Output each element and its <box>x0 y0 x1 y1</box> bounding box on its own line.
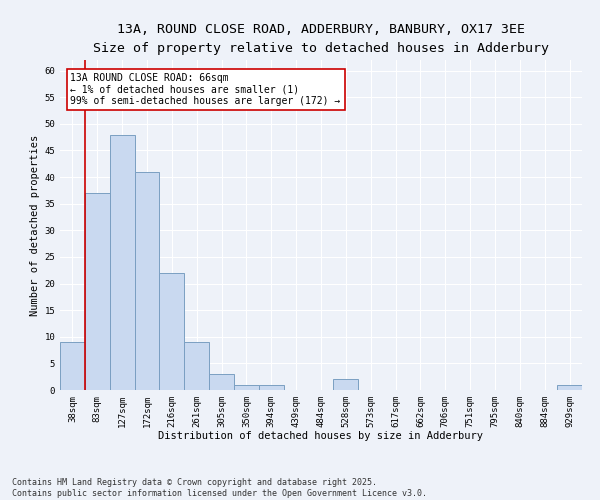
Bar <box>134 172 160 390</box>
Y-axis label: Number of detached properties: Number of detached properties <box>30 134 40 316</box>
Bar <box>209 374 234 390</box>
Bar <box>334 380 358 390</box>
Bar <box>160 273 184 390</box>
X-axis label: Distribution of detached houses by size in Adderbury: Distribution of detached houses by size … <box>158 432 484 442</box>
Bar <box>60 342 85 390</box>
Title: 13A, ROUND CLOSE ROAD, ADDERBURY, BANBURY, OX17 3EE
Size of property relative to: 13A, ROUND CLOSE ROAD, ADDERBURY, BANBUR… <box>93 22 549 54</box>
Bar <box>184 342 209 390</box>
Text: 13A ROUND CLOSE ROAD: 66sqm
← 1% of detached houses are smaller (1)
99% of semi-: 13A ROUND CLOSE ROAD: 66sqm ← 1% of deta… <box>70 73 341 106</box>
Text: Contains HM Land Registry data © Crown copyright and database right 2025.
Contai: Contains HM Land Registry data © Crown c… <box>12 478 427 498</box>
Bar <box>85 193 110 390</box>
Bar <box>259 384 284 390</box>
Bar <box>234 384 259 390</box>
Bar <box>557 384 582 390</box>
Bar <box>110 134 134 390</box>
